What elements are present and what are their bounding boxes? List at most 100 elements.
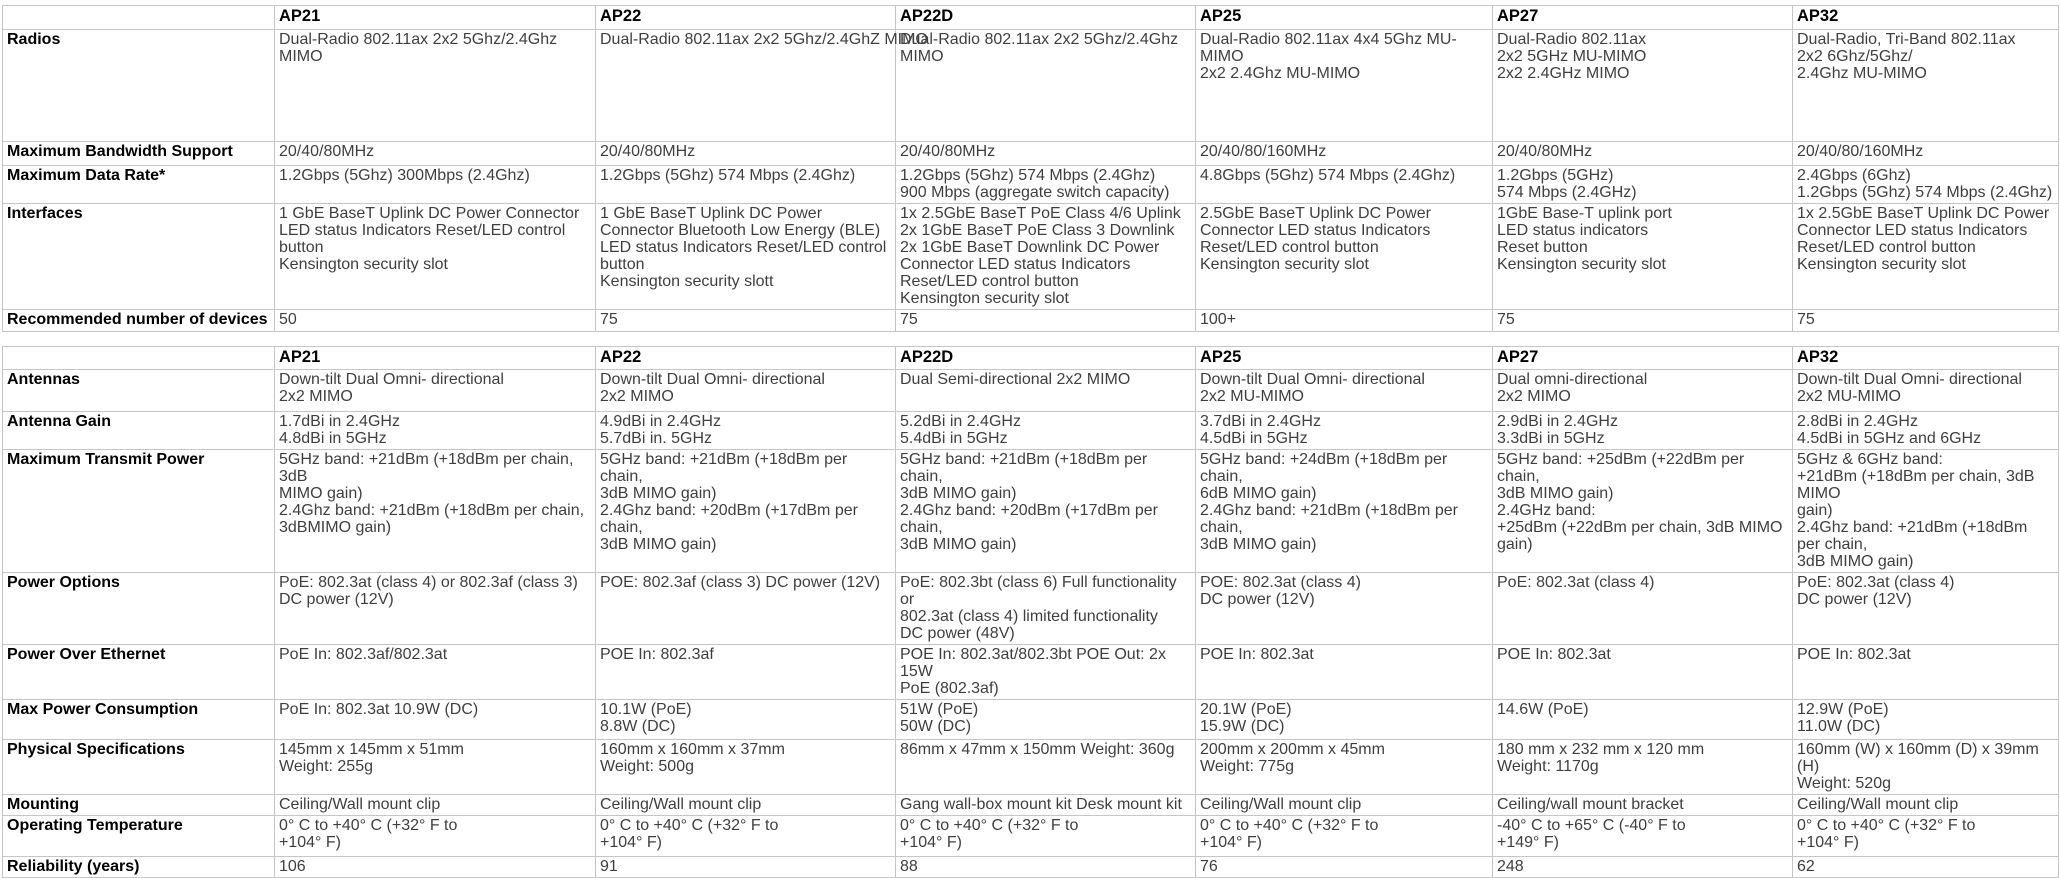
spec-cell-ap27-maximum-data-rate: 1.2Gbps (5GHz) 574 Mbps (2.4GHz): [1492, 165, 1793, 204]
column-header-ap21: AP21: [274, 346, 596, 370]
spec-cell-ap25-reliability-years: 76: [1195, 856, 1493, 878]
row-label-radios: Radios: [2, 29, 275, 142]
table-row-maximum-data-rate: Maximum Data Rate* 1.2Gbps (5Ghz) 300Mbps…: [2, 165, 2059, 204]
spec-cell-ap22-radios: Dual-Radio 802.11ax 2x2 5Ghz/2.4GhZ MIMO: [595, 29, 928, 142]
spec-cell-ap22d-reliability-years: 88: [895, 856, 1196, 878]
row-label-operating-temperature: Operating Temperature: [2, 815, 275, 857]
header-row: AP21 AP22 AP22D AP25 AP27 AP32: [2, 346, 2059, 370]
spec-cell-ap32-interfaces: 1x 2.5GbE BaseT Uplink DC Power Connecto…: [1792, 203, 2059, 310]
table-row-power-options: Power Options PoE: 802.3at (class 4) or 8…: [2, 572, 2059, 645]
spec-cell-ap21-operating-temperature: 0° C to +40° C (+32° F to +104° F): [274, 815, 596, 857]
spec-cell-ap22d-recommended-number-of-devices: 75: [895, 309, 1196, 332]
row-label-maximum-data-rate: Maximum Data Rate*: [2, 165, 275, 204]
column-header-ap32: AP32: [1792, 5, 2059, 30]
spec-cell-ap21-maximum-bandwidth-support: 20/40/80MHz: [274, 141, 596, 166]
spec-cell-ap21-reliability-years: 106: [274, 856, 596, 878]
spec-cell-ap25-power-over-ethernet: POE In: 802.3at: [1195, 644, 1493, 700]
spec-cell-ap21-power-options: PoE: 802.3at (class 4) or 802.3af (class…: [274, 572, 596, 645]
spec-cell-ap25-maximum-transmit-power: 5GHz band: +24dBm (+18dBm per chain, 6dB…: [1195, 449, 1493, 573]
spec-cell-ap25-operating-temperature: 0° C to +40° C (+32° F to +104° F): [1195, 815, 1493, 857]
spec-cell-ap22d-antennas: Dual Semi-directional 2x2 MIMO: [895, 369, 1196, 412]
spec-cell-ap22d-maximum-transmit-power: 5GHz band: +21dBm (+18dBm per chain, 3dB…: [895, 449, 1196, 573]
spec-cell-ap22-power-options: POE: 802.3af (class 3) DC power (12V): [595, 572, 896, 645]
row-label-physical-specifications: Physical Specifications: [2, 739, 275, 795]
spec-cell-ap27-reliability-years: 248: [1492, 856, 1793, 878]
spec-cell-ap27-mounting: Ceiling/wall mount bracket: [1492, 794, 1793, 816]
spec-cell-ap21-antennas: Down-tilt Dual Omni- directional 2x2 MIM…: [274, 369, 596, 412]
spec-cell-ap22-mounting: Ceiling/Wall mount clip: [595, 794, 896, 816]
spec-cell-ap27-physical-specifications: 180 mm x 232 mm x 120 mm Weight: 1170g: [1492, 739, 1793, 795]
column-header-ap32: AP32: [1792, 346, 2059, 370]
table-row-power-over-ethernet: Power Over Ethernet PoE In: 802.3af/802.3…: [2, 644, 2059, 700]
spec-cell-ap22-max-power-consumption: 10.1W (PoE) 8.8W (DC): [595, 699, 896, 740]
table-row-operating-temperature: Operating Temperature 0° C to +40° C (+32…: [2, 815, 2059, 857]
spec-cell-ap25-physical-specifications: 200mm x 200mm x 45mm Weight: 775g: [1195, 739, 1493, 795]
spec-cell-ap27-operating-temperature: -40° C to +65° C (-40° F to +149° F): [1492, 815, 1793, 857]
spec-cell-ap21-power-over-ethernet: PoE In: 802.3af/802.3at: [274, 644, 596, 700]
spec-cell-ap32-antenna-gain: 2.8dBi in 2.4GHz 4.5dBi in 5GHz and 6GHz: [1792, 411, 2059, 450]
row-label-reliability-years: Reliability (years): [2, 856, 275, 878]
header-row: AP21 AP22 AP22D AP25 AP27 AP32: [2, 5, 2059, 30]
spec-cell-ap27-antenna-gain: 2.9dBi in 2.4GHz 3.3dBi in 5GHz: [1492, 411, 1793, 450]
spec-cell-ap32-recommended-number-of-devices: 75: [1792, 309, 2059, 332]
spec-cell-ap21-radios: Dual-Radio 802.11ax 2x2 5Ghz/2.4Ghz MIMO: [274, 29, 596, 142]
spec-cell-ap27-power-over-ethernet: POE In: 802.3at: [1492, 644, 1793, 700]
corner-cell: [2, 5, 275, 30]
spec-cell-ap27-antennas: Dual omni-directional 2x2 MIMO: [1492, 369, 1793, 412]
spec-table-antenna-power-physical: AP21 AP22 AP22D AP25 AP27 AP32 Antennas Down-ti…: [2, 346, 2059, 878]
spec-cell-ap32-max-power-consumption: 12.9W (PoE) 11.0W (DC): [1792, 699, 2059, 740]
spec-cell-ap25-power-options: POE: 802.3at (class 4) DC power (12V): [1195, 572, 1493, 645]
spec-cell-ap27-maximum-bandwidth-support: 20/40/80MHz: [1492, 141, 1793, 166]
row-label-max-power-consumption: Max Power Consumption: [2, 699, 275, 740]
spec-cell-ap22d-radios: Dual-Radio 802.11ax 2x2 5Ghz/2.4Ghz MIMO: [895, 29, 1196, 142]
spec-cell-ap27-maximum-transmit-power: 5GHz band: +25dBm (+22dBm per chain, 3dB…: [1492, 449, 1793, 573]
spec-cell-ap25-recommended-number-of-devices: 100+: [1195, 309, 1493, 332]
column-header-ap22: AP22: [595, 5, 896, 30]
spec-cell-ap21-recommended-number-of-devices: 50: [274, 309, 596, 332]
column-header-ap21: AP21: [274, 5, 596, 30]
spec-cell-ap22d-power-options: PoE: 802.3bt (class 6) Full functionalit…: [895, 572, 1196, 645]
row-label-maximum-bandwidth-support: Maximum Bandwidth Support: [2, 141, 275, 166]
row-label-antennas: Antennas: [2, 369, 275, 412]
spec-cell-ap32-physical-specifications: 160mm (W) x 160mm (D) x 39mm (H) Weight:…: [1792, 739, 2059, 795]
spec-cell-ap25-antenna-gain: 3.7dBi in 2.4GHz 4.5dBi in 5GHz: [1195, 411, 1493, 450]
spec-cell-ap22d-maximum-data-rate: 1.2Gbps (5Ghz) 574 Mbps (2.4Ghz) 900 Mbp…: [895, 165, 1196, 204]
spec-cell-ap25-radios: Dual-Radio 802.11ax 4x4 5Ghz MU-MIMO 2x2…: [1195, 29, 1493, 142]
row-label-mounting: Mounting: [2, 794, 275, 816]
corner-cell: [2, 346, 275, 370]
spec-cell-ap32-power-over-ethernet: POE In: 802.3at: [1792, 644, 2059, 700]
column-header-ap22d: AP22D: [895, 346, 1196, 370]
spec-cell-ap22-power-over-ethernet: POE In: 802.3af: [595, 644, 896, 700]
spec-cell-ap32-power-options: PoE: 802.3at (class 4) DC power (12V): [1792, 572, 2059, 645]
spec-cell-ap22d-power-over-ethernet: POE In: 802.3at/802.3bt POE Out: 2x 15W …: [895, 644, 1196, 700]
column-header-ap27: AP27: [1492, 5, 1793, 30]
spec-cell-ap22d-mounting: Gang wall-box mount kit Desk mount kit: [895, 794, 1196, 816]
spec-cell-ap21-maximum-transmit-power: 5GHz band: +21dBm (+18dBm per chain, 3dB…: [274, 449, 596, 573]
spec-cell-ap32-operating-temperature: 0° C to +40° C (+32° F to +104° F): [1792, 815, 2059, 857]
spec-cell-ap22d-maximum-bandwidth-support: 20/40/80MHz: [895, 141, 1196, 166]
spec-cell-ap25-max-power-consumption: 20.1W (PoE) 15.9W (DC): [1195, 699, 1493, 740]
spec-cell-ap22-interfaces: 1 GbE BaseT Uplink DC Power Connector Bl…: [595, 203, 896, 310]
spec-cell-ap22-maximum-transmit-power: 5GHz band: +21dBm (+18dBm per chain, 3dB…: [595, 449, 896, 573]
table-row-physical-specifications: Physical Specifications 145mm x 145mm x 5…: [2, 739, 2059, 795]
table-row-maximum-transmit-power: Maximum Transmit Power 5GHz band: +21dBm …: [2, 449, 2059, 573]
column-header-ap25: AP25: [1195, 346, 1493, 370]
spec-cell-ap32-maximum-bandwidth-support: 20/40/80/160MHz: [1792, 141, 2059, 166]
spec-cell-ap27-power-options: PoE: 802.3at (class 4): [1492, 572, 1793, 645]
spec-cell-ap32-radios: Dual-Radio, Tri-Band 802.11ax 2x2 6Ghz/5…: [1792, 29, 2059, 142]
spec-cell-ap25-maximum-data-rate: 4.8Gbps (5Ghz) 574 Mbps (2.4Ghz): [1195, 165, 1493, 204]
spec-cell-ap32-antennas: Down-tilt Dual Omni- directional 2x2 MU-…: [1792, 369, 2059, 412]
column-header-ap27: AP27: [1492, 346, 1793, 370]
spec-cell-ap22-antennas: Down-tilt Dual Omni- directional 2x2 MIM…: [595, 369, 896, 412]
table-row-max-power-consumption: Max Power Consumption PoE In: 802.3at 10.…: [2, 699, 2059, 740]
table-row-antenna-gain: Antenna Gain 1.7dBi in 2.4GHz 4.8dBi in 5…: [2, 411, 2059, 450]
spec-cell-ap22-reliability-years: 91: [595, 856, 896, 878]
spec-cell-ap32-maximum-data-rate: 2.4Gbps (6Ghz) 1.2Gbps (5Ghz) 574 Mbps (…: [1792, 165, 2059, 204]
spec-cell-ap32-mounting: Ceiling/Wall mount clip: [1792, 794, 2059, 816]
spec-cell-ap27-interfaces: 1GbE Base-T uplink port LED status indic…: [1492, 203, 1793, 310]
spec-cell-ap21-mounting: Ceiling/Wall mount clip: [274, 794, 596, 816]
row-label-interfaces: Interfaces: [2, 203, 275, 310]
spec-cell-ap25-mounting: Ceiling/Wall mount clip: [1195, 794, 1493, 816]
spec-cell-ap22d-physical-specifications: 86mm x 47mm x 150mm Weight: 360g: [895, 739, 1196, 795]
spec-cell-ap21-max-power-consumption: PoE In: 802.3at 10.9W (DC): [274, 699, 596, 740]
